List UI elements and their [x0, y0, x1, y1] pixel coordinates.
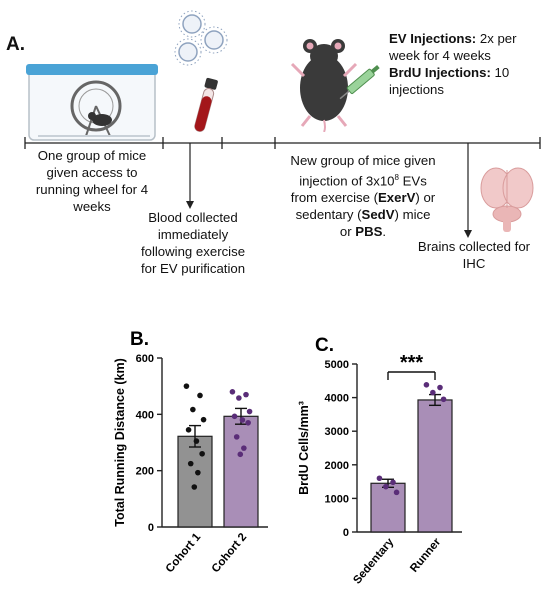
- chart-c-y-tick-label: 2000: [325, 460, 349, 472]
- exerv-label: ExerV: [378, 190, 416, 206]
- panel-c-letter: C.: [315, 335, 334, 356]
- chart-c-data-point: [430, 389, 436, 396]
- chart-c-significance-label: ***: [400, 352, 424, 374]
- chart-c-bar: [370, 482, 406, 533]
- ev-injections-detail: 2x per week for 4 weeks: [389, 31, 517, 63]
- chart-c-bar: [417, 399, 453, 533]
- timeline: [24, 137, 541, 238]
- step-ev-text-4: ) mice or: [339, 207, 431, 240]
- step-brains-collected: Brains collected for IHC: [417, 239, 531, 271]
- step-running-wheel: One group of mice given access to runnin…: [35, 148, 149, 214]
- step-ev-text-1: New group of mice given injection of 3x1…: [290, 153, 436, 189]
- chart-b-data-point: [191, 484, 198, 490]
- chart-b-data-point: [185, 427, 192, 433]
- chart-b-y-tick-label: 600: [136, 353, 154, 365]
- sedv-label: SedV: [361, 207, 395, 223]
- chart-c-y-tick-label: 0: [343, 527, 349, 539]
- chart-c-data-point: [383, 483, 389, 490]
- chart-b-data-point: [239, 417, 246, 423]
- mouse-syringe-icon: [290, 39, 380, 132]
- chart-c-data-point: [423, 382, 430, 388]
- step-ev-text-5: .: [382, 224, 387, 240]
- chart-b-data-point: [236, 395, 242, 401]
- chart-b-data-point: [237, 451, 244, 458]
- chart-c-data-point: [390, 479, 396, 486]
- brain-icon: [480, 167, 534, 232]
- chart-b-data-point: [231, 413, 238, 420]
- chart-b-data-point: [195, 469, 201, 476]
- panel-a-letter: A.: [6, 34, 25, 55]
- chart-c-data-point: [440, 396, 447, 403]
- step-ev-exponent: 8: [394, 173, 399, 182]
- blood-tube-icon: [194, 77, 218, 132]
- chart-b-data-point: [193, 438, 200, 444]
- chart-c-y-tick-label: 4000: [325, 393, 349, 405]
- chart-c-y-axis-title: BrdU Cells/mm³: [297, 401, 311, 495]
- brdu-injections-label: BrdU Injections:: [389, 65, 491, 80]
- chart-b-data-point: [200, 416, 207, 423]
- ev-injections-label: EV Injections:: [389, 31, 477, 46]
- step-blood-collected: Blood collected immediately following ex…: [140, 210, 246, 276]
- chart-b-data-point: [245, 419, 251, 426]
- brdu-injections-detail: 10 injections: [389, 65, 510, 97]
- chart-b-data-point: [197, 392, 203, 399]
- chart-b-y-tick-label: 0: [148, 522, 154, 534]
- chart-c-category-label: Runner: [408, 536, 443, 575]
- mouse-cage-wheel-icon: [26, 64, 158, 141]
- chart-b-data-point: [233, 434, 240, 440]
- chart-c-y-tick-label: 5000: [325, 359, 349, 371]
- chart-c-category-label: Sedentary: [351, 536, 396, 587]
- chart-b-data-point: [199, 450, 205, 457]
- chart-b-data-point: [246, 408, 253, 415]
- chart-c-data-point: [376, 475, 383, 482]
- chart-b-category-label: Cohort 1: [164, 531, 204, 575]
- chart-b-y-tick-label: 400: [136, 409, 154, 421]
- chart-b-data-point: [183, 383, 190, 389]
- chart-c-data-point: [393, 489, 400, 496]
- chart-b-data-point: [187, 460, 194, 467]
- pbs-label: PBS: [355, 224, 383, 240]
- panel-b-letter: B.: [130, 329, 149, 350]
- chart-b-bar: [223, 415, 259, 528]
- injection-schedule-note: EV Injections: 2x per week for 4 weeks B…: [389, 30, 539, 98]
- chart-c-data-point: [437, 384, 443, 391]
- chart-b-data-point: [190, 406, 196, 413]
- step-ev-text-2: EVs from exercise (: [290, 173, 427, 206]
- chart-b-bar: [177, 435, 213, 528]
- chart-b-data-point: [243, 391, 249, 398]
- chart-c-y-tick-label: 1000: [325, 493, 349, 505]
- chart-b-data-point: [241, 445, 247, 451]
- chart-b-category-label: Cohort 2: [210, 531, 250, 575]
- ev-vesicle-icon: [174, 10, 228, 66]
- step-ev-injection: New group of mice given injection of 3x1…: [288, 152, 438, 240]
- chart-b-data-point: [229, 389, 236, 395]
- chart-b-y-tick-label: 200: [136, 466, 154, 478]
- step-ev-text-3: ) or sedentary (: [295, 190, 436, 223]
- chart-b-y-axis-title: Total Running Distance (km): [113, 358, 127, 527]
- chart-c-y-tick-label: 3000: [325, 426, 349, 438]
